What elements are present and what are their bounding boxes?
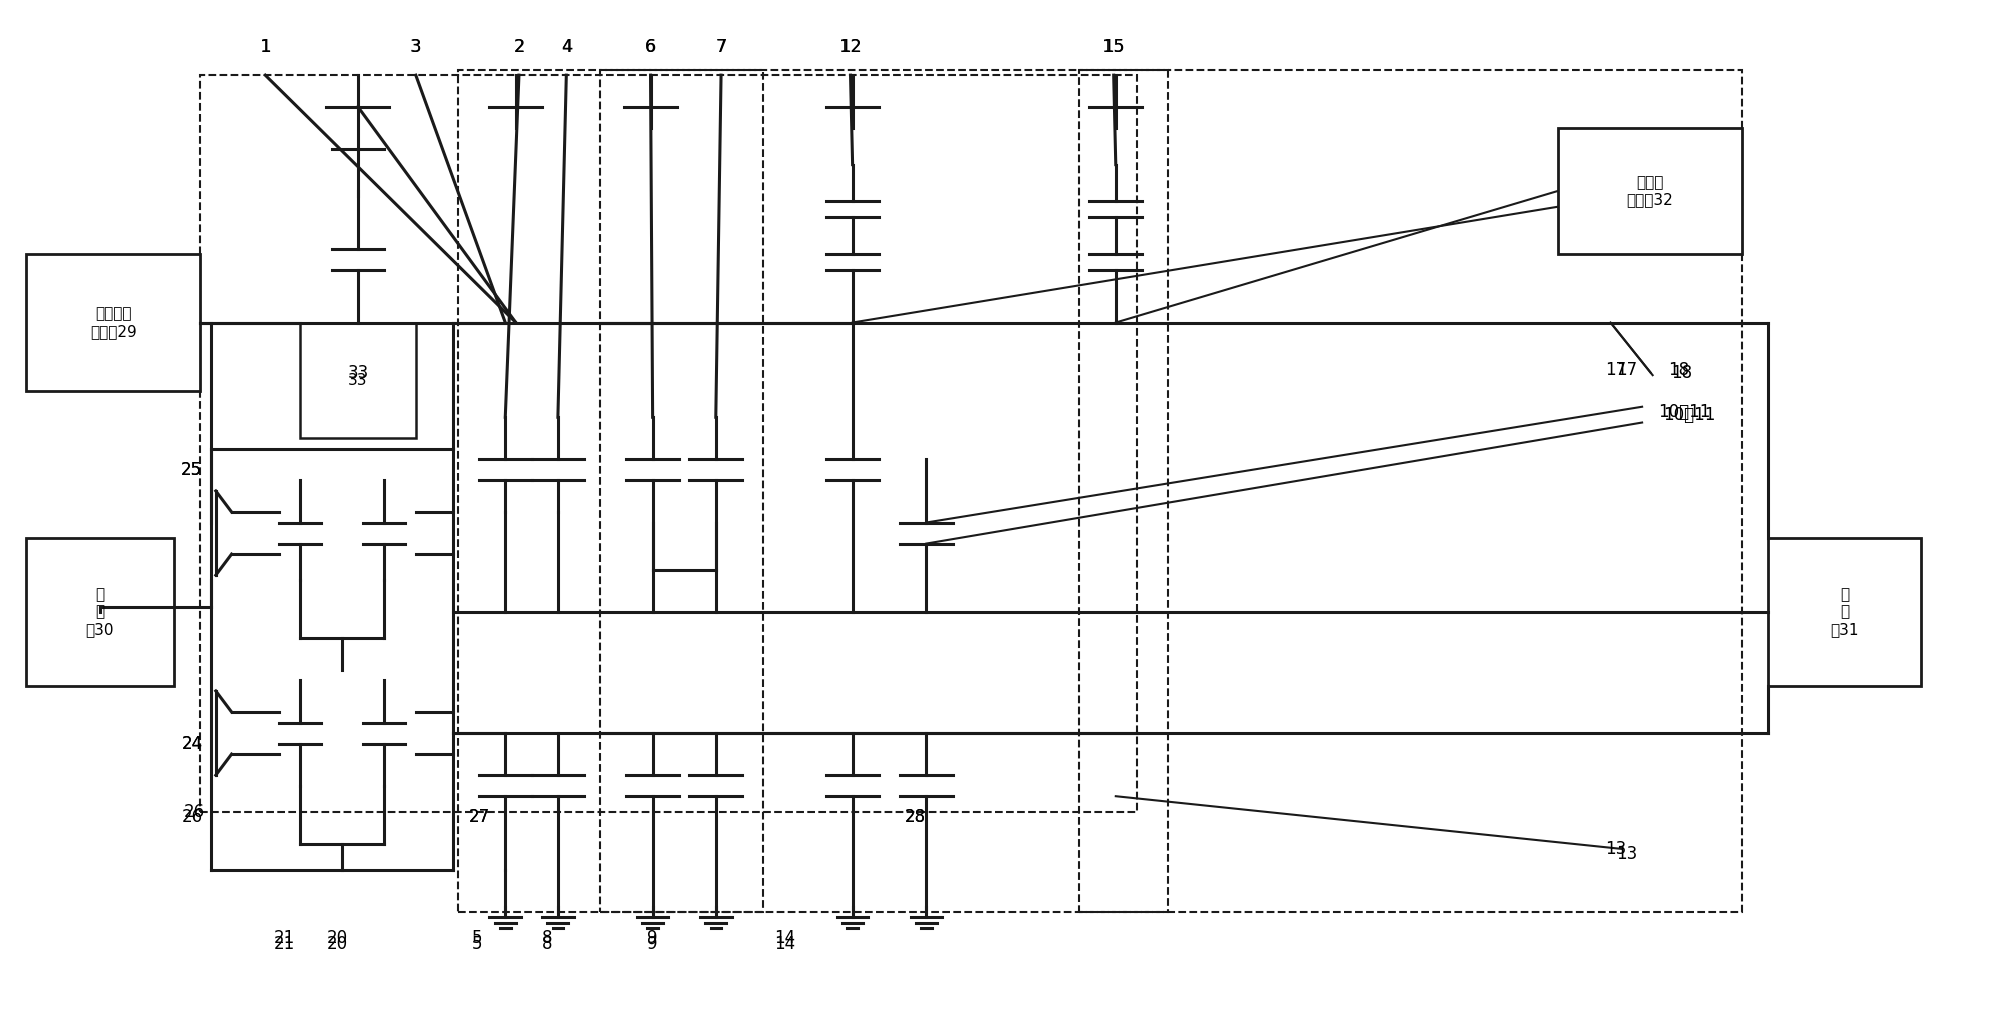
Text: 15: 15 — [1104, 38, 1124, 55]
Text: 1: 1 — [260, 38, 270, 55]
Text: 2: 2 — [514, 38, 524, 55]
Bar — [1078, 70, 1742, 912]
Bar — [26, 254, 200, 391]
Text: 9: 9 — [648, 930, 658, 947]
Text: 12: 12 — [840, 38, 862, 55]
Text: 3: 3 — [410, 38, 422, 55]
Bar — [26, 539, 174, 686]
Text: 21: 21 — [274, 935, 294, 952]
Text: 24: 24 — [182, 734, 204, 753]
Text: 24: 24 — [182, 734, 204, 753]
Text: 4: 4 — [562, 38, 572, 55]
Text: 7: 7 — [716, 38, 726, 55]
Text: 2: 2 — [514, 38, 524, 55]
Bar — [1768, 539, 1922, 686]
Bar — [600, 70, 1168, 912]
Text: 8: 8 — [542, 930, 552, 947]
Text: 33: 33 — [348, 373, 368, 388]
Text: 13: 13 — [1606, 840, 1626, 858]
Text: 25: 25 — [182, 461, 202, 479]
Text: 左
车
轮30: 左 车 轮30 — [86, 587, 114, 637]
Text: 18: 18 — [1672, 365, 1692, 382]
Text: 20: 20 — [326, 935, 348, 952]
Text: 27: 27 — [468, 808, 490, 826]
Text: 33: 33 — [348, 365, 368, 382]
Text: 21: 21 — [274, 930, 294, 947]
Text: 26: 26 — [182, 808, 204, 826]
Text: 4: 4 — [560, 38, 572, 55]
Text: 6: 6 — [646, 38, 656, 55]
Text: 17: 17 — [1606, 360, 1626, 379]
Text: 10、11: 10、11 — [1664, 407, 1716, 424]
Text: 转弯变
速驱动32: 转弯变 速驱动32 — [1626, 175, 1674, 207]
Bar — [458, 70, 764, 912]
Text: 28: 28 — [906, 808, 926, 826]
Text: 26: 26 — [184, 803, 206, 821]
Text: 7: 7 — [716, 38, 726, 55]
Text: 10、11: 10、11 — [1658, 403, 1710, 421]
Text: 3: 3 — [410, 38, 422, 55]
Text: 发动机与
变速箱29: 发动机与 变速箱29 — [90, 306, 136, 339]
Text: 5: 5 — [472, 930, 482, 947]
Text: 28: 28 — [906, 808, 926, 826]
Text: 13: 13 — [1616, 845, 1636, 863]
Text: 9: 9 — [648, 935, 658, 952]
Text: 6: 6 — [644, 38, 656, 55]
Text: 27: 27 — [468, 808, 490, 826]
Text: 25: 25 — [182, 461, 202, 479]
Text: 1: 1 — [260, 38, 270, 55]
Text: 右
车
轮31: 右 车 轮31 — [1830, 587, 1858, 637]
Text: 18: 18 — [1668, 360, 1690, 379]
Text: 17: 17 — [1616, 360, 1636, 379]
Text: 14: 14 — [774, 935, 794, 952]
Bar — [1558, 128, 1742, 254]
Text: 15: 15 — [1102, 38, 1126, 55]
Bar — [200, 75, 1136, 812]
Text: 12: 12 — [840, 38, 862, 55]
Bar — [300, 323, 416, 438]
Text: 20: 20 — [326, 930, 348, 947]
Text: 14: 14 — [774, 930, 794, 947]
Text: 5: 5 — [472, 935, 482, 952]
Text: 8: 8 — [542, 935, 552, 952]
